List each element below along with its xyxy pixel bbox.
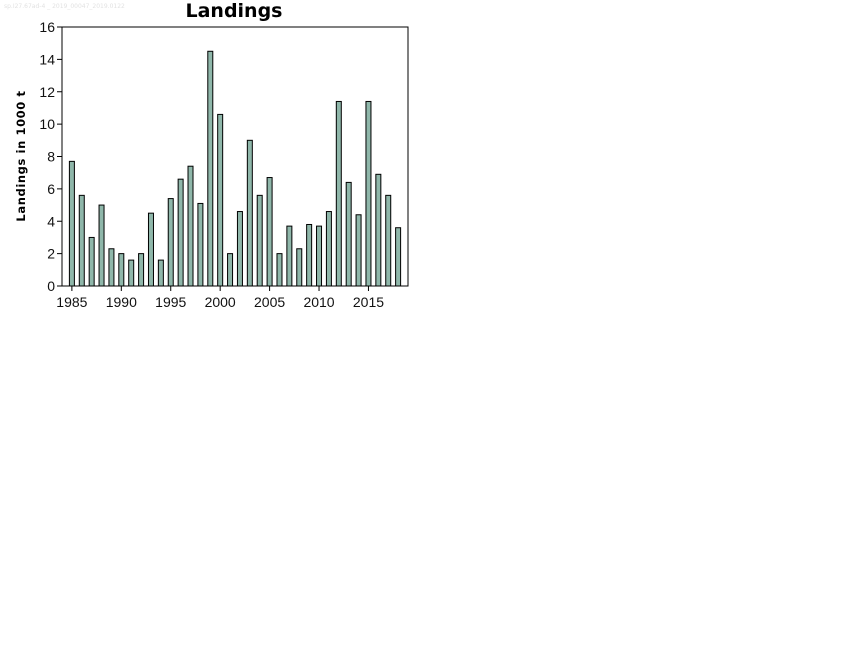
bar-2000 [217, 113, 224, 287]
x-tick-label-2015: 2015 [353, 294, 384, 310]
bar-1996 [177, 178, 184, 287]
bar-2002 [236, 211, 243, 287]
y-tick-label-6: 6 [47, 181, 55, 197]
y-tick-label-8: 8 [47, 149, 55, 165]
y-tick-label-10: 10 [39, 116, 55, 132]
bar-2008 [296, 248, 303, 287]
bar-1998 [197, 202, 204, 287]
x-tick-label-2005: 2005 [254, 294, 285, 310]
y-axis-label: Landings in 1000 t [14, 90, 28, 221]
bar-2011 [325, 211, 332, 287]
bar-1988 [98, 204, 105, 287]
bar-1997 [187, 165, 194, 287]
bar-1992 [138, 253, 145, 287]
bar-1986 [78, 194, 85, 287]
bar-2005 [266, 177, 273, 287]
y-tick-label-2: 2 [47, 246, 55, 262]
bar-1987 [88, 236, 95, 287]
bar-2004 [256, 194, 263, 287]
x-tick-label-1995: 1995 [155, 294, 186, 310]
axes-group: 0 2 4 6 8 10 12 14 16 1985 1990 1995 2000 2005 2010 201… [39, 19, 409, 310]
bar-1989 [108, 248, 115, 287]
bar-1994 [157, 259, 164, 287]
chart-title: Landings [185, 0, 282, 22]
y-tick-label-0: 0 [47, 278, 55, 294]
y-tick-label-12: 12 [39, 84, 55, 100]
x-tick-label-1990: 1990 [106, 294, 137, 310]
bar-2018 [395, 227, 402, 287]
bar-2014 [355, 214, 362, 287]
bar-1995 [167, 198, 174, 287]
bar-1985 [68, 160, 75, 287]
y-tick-label-4: 4 [47, 213, 55, 229]
bar-2013 [345, 181, 352, 287]
bar-2003 [246, 139, 253, 287]
watermark-text: sp.I27.67ad-4 _ 2019_00047_2019.0122 [4, 3, 125, 10]
bar-2006 [276, 253, 283, 287]
y-tick-label-14: 14 [39, 51, 55, 67]
bar-2007 [286, 225, 293, 287]
bar-1991 [128, 259, 135, 287]
bar-2010 [316, 225, 323, 287]
bar-2012 [335, 100, 342, 287]
bar-2001 [227, 253, 234, 287]
bars-group [68, 50, 402, 287]
x-tick-label-2010: 2010 [303, 294, 334, 310]
bar-2009 [306, 223, 313, 287]
bar-2017 [385, 194, 392, 287]
x-tick-label-2000: 2000 [205, 294, 236, 310]
x-tick-label-1985: 1985 [56, 294, 87, 310]
y-tick-label-16: 16 [39, 19, 55, 35]
bar-2015 [365, 100, 372, 287]
bar-1990 [118, 253, 125, 287]
bar-1999 [207, 50, 214, 287]
bar-1993 [147, 212, 154, 287]
bar-2016 [375, 173, 382, 287]
